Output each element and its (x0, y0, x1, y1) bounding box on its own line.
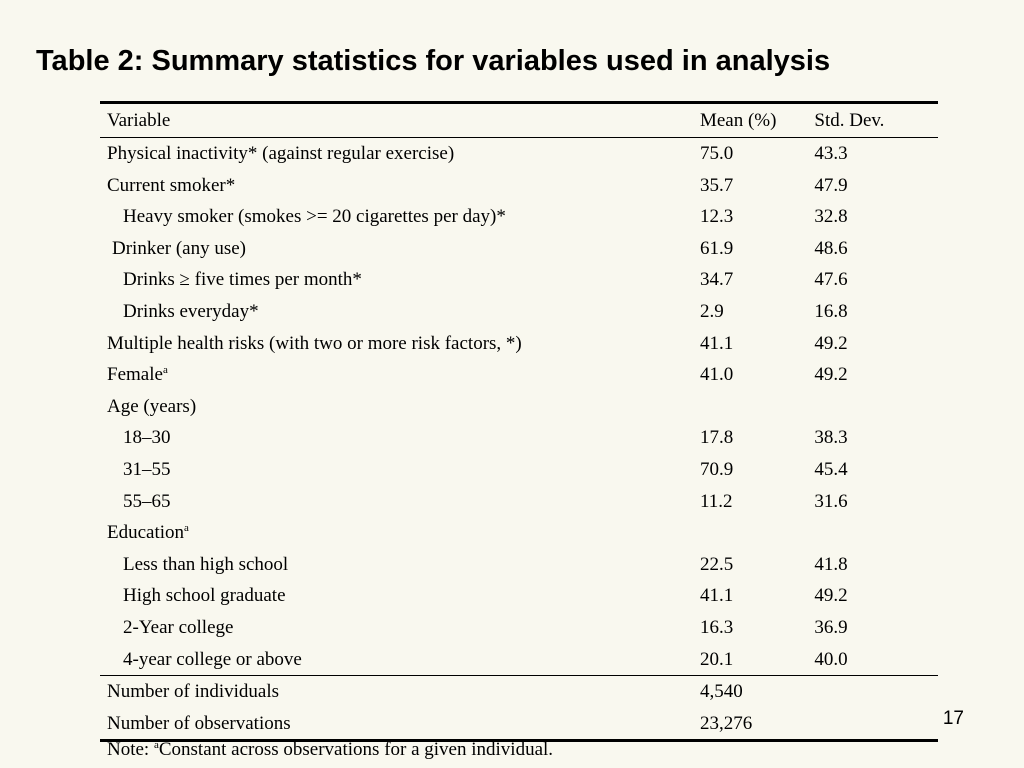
row-std-dev (807, 517, 938, 549)
row-std-dev: 49.2 (814, 585, 848, 607)
row-label: Number of individuals (107, 681, 280, 703)
header-variable: Variable (107, 110, 171, 131)
page-title: Table 2: Summary statistics for variable… (36, 45, 831, 77)
table-row: Physical inactivity* (against regular ex… (100, 138, 938, 170)
totals-row-observations: Number of observations 23,276 (100, 708, 938, 741)
row-mean: 41.0 (699, 364, 734, 386)
row-mean: 11.2 (699, 490, 733, 512)
row-label: Number of observations (107, 712, 291, 734)
table-note: Note: aConstant across observations for … (107, 736, 553, 764)
table-row: Drinks ≥ five times per month* 34.7 47.6 (100, 264, 938, 296)
row-label: Education (107, 522, 185, 544)
summary-statistics-table: Variable Mean (%) Std. Dev. Physical ina… (100, 101, 938, 742)
table-row: High school graduate 41.1 49.2 (100, 580, 938, 612)
row-std-dev: 41.8 (814, 553, 848, 575)
row-label: Less than high school (123, 553, 289, 575)
row-std-dev: 48.6 (814, 237, 848, 259)
row-label: 2-Year college (123, 616, 234, 638)
footnote-marker: a (184, 522, 189, 535)
table-header-row: Variable Mean (%) Std. Dev. (100, 102, 938, 138)
row-std-dev: 36.9 (814, 616, 848, 638)
row-mean: 23,276 (699, 712, 753, 734)
row-mean: 75.0 (699, 143, 734, 164)
row-mean: 35.7 (699, 174, 734, 196)
table-row: Femalea 41.0 49.2 (100, 359, 938, 391)
header-mean: Mean (%) (699, 110, 777, 131)
table-row: Heavy smoker (smokes >= 20 cigarettes pe… (100, 201, 938, 233)
row-mean: 41.1 (699, 585, 734, 607)
row-std-dev: 38.3 (814, 427, 848, 449)
row-std-dev: 47.9 (814, 174, 848, 196)
row-label: 55–65 (123, 490, 171, 512)
row-label: 18–30 (123, 427, 171, 449)
row-mean: 41.1 (699, 332, 734, 354)
row-std-dev: 43.3 (814, 143, 848, 164)
row-label: Drinks ≥ five times per month* (123, 269, 362, 291)
row-mean: 34.7 (699, 269, 734, 291)
table-row: Less than high school 22.5 41.8 (100, 549, 938, 581)
row-std-dev (807, 708, 938, 741)
row-std-dev: 32.8 (814, 206, 848, 228)
row-std-dev: 49.2 (814, 332, 848, 354)
row-mean: 20.1 (699, 648, 734, 670)
row-label: Physical inactivity* (against regular ex… (107, 143, 455, 164)
row-mean: 12.3 (699, 206, 734, 228)
row-mean (693, 517, 807, 549)
table-row: Drinks everyday* 2.9 16.8 (100, 296, 938, 328)
table-row: Drinker (any use) 61.9 48.6 (100, 233, 938, 265)
row-std-dev: 45.4 (814, 458, 848, 480)
row-mean: 17.8 (699, 427, 734, 449)
row-label-cell: Femalea (100, 359, 693, 391)
row-label: Drinks everyday* (123, 300, 259, 322)
footnote-marker: a (162, 364, 168, 377)
table-row-group-heading: Age (years) (100, 391, 938, 423)
row-mean: 4,540 (699, 681, 743, 703)
table-row: 2-Year college 16.3 36.9 (100, 612, 938, 644)
table-row: Multiple health risks (with two or more … (100, 328, 938, 360)
page-number: 17 (942, 708, 964, 729)
table-row: 4-year college or above 20.1 40.0 (100, 644, 938, 676)
note-text: Constant across observations for a given… (158, 739, 554, 760)
row-mean: 16.3 (699, 616, 734, 638)
row-std-dev: 40.0 (814, 648, 848, 670)
table-row: 55–65 11.2 31.6 (100, 486, 938, 518)
row-mean: 61.9 (699, 237, 734, 259)
row-label: Heavy smoker (smokes >= 20 cigarettes pe… (123, 206, 506, 228)
note-prefix: Note: (107, 739, 154, 760)
row-mean: 22.5 (699, 553, 734, 575)
row-std-dev: 31.6 (814, 490, 848, 512)
table-row: Current smoker* 35.7 47.9 (100, 170, 938, 202)
row-std-dev (807, 676, 938, 708)
totals-row-individuals: Number of individuals 4,540 (100, 676, 938, 708)
row-std-dev (807, 391, 938, 423)
row-std-dev: 16.8 (814, 300, 848, 322)
row-label: High school graduate (123, 585, 286, 607)
row-std-dev: 47.6 (814, 269, 848, 291)
row-label: 31–55 (123, 458, 171, 480)
table-row: 18–30 17.8 38.3 (100, 422, 938, 454)
row-mean: 2.9 (699, 300, 724, 322)
row-label: Female (107, 364, 163, 386)
row-label: Current smoker* (107, 174, 236, 196)
row-label: Age (years) (107, 395, 197, 417)
row-std-dev: 49.2 (814, 364, 848, 386)
header-std-dev: Std. Dev. (814, 110, 885, 131)
row-label: 4-year college or above (123, 648, 302, 670)
row-mean (693, 391, 807, 423)
table-row: 31–55 70.9 45.4 (100, 454, 938, 486)
note-footnote-marker: a (153, 739, 159, 751)
row-mean: 70.9 (699, 458, 734, 480)
row-label-cell: Educationa (100, 517, 693, 549)
row-label: Multiple health risks (with two or more … (107, 332, 522, 354)
row-label: Drinker (any use) (112, 237, 247, 259)
table-row-group-heading: Educationa (100, 517, 938, 549)
